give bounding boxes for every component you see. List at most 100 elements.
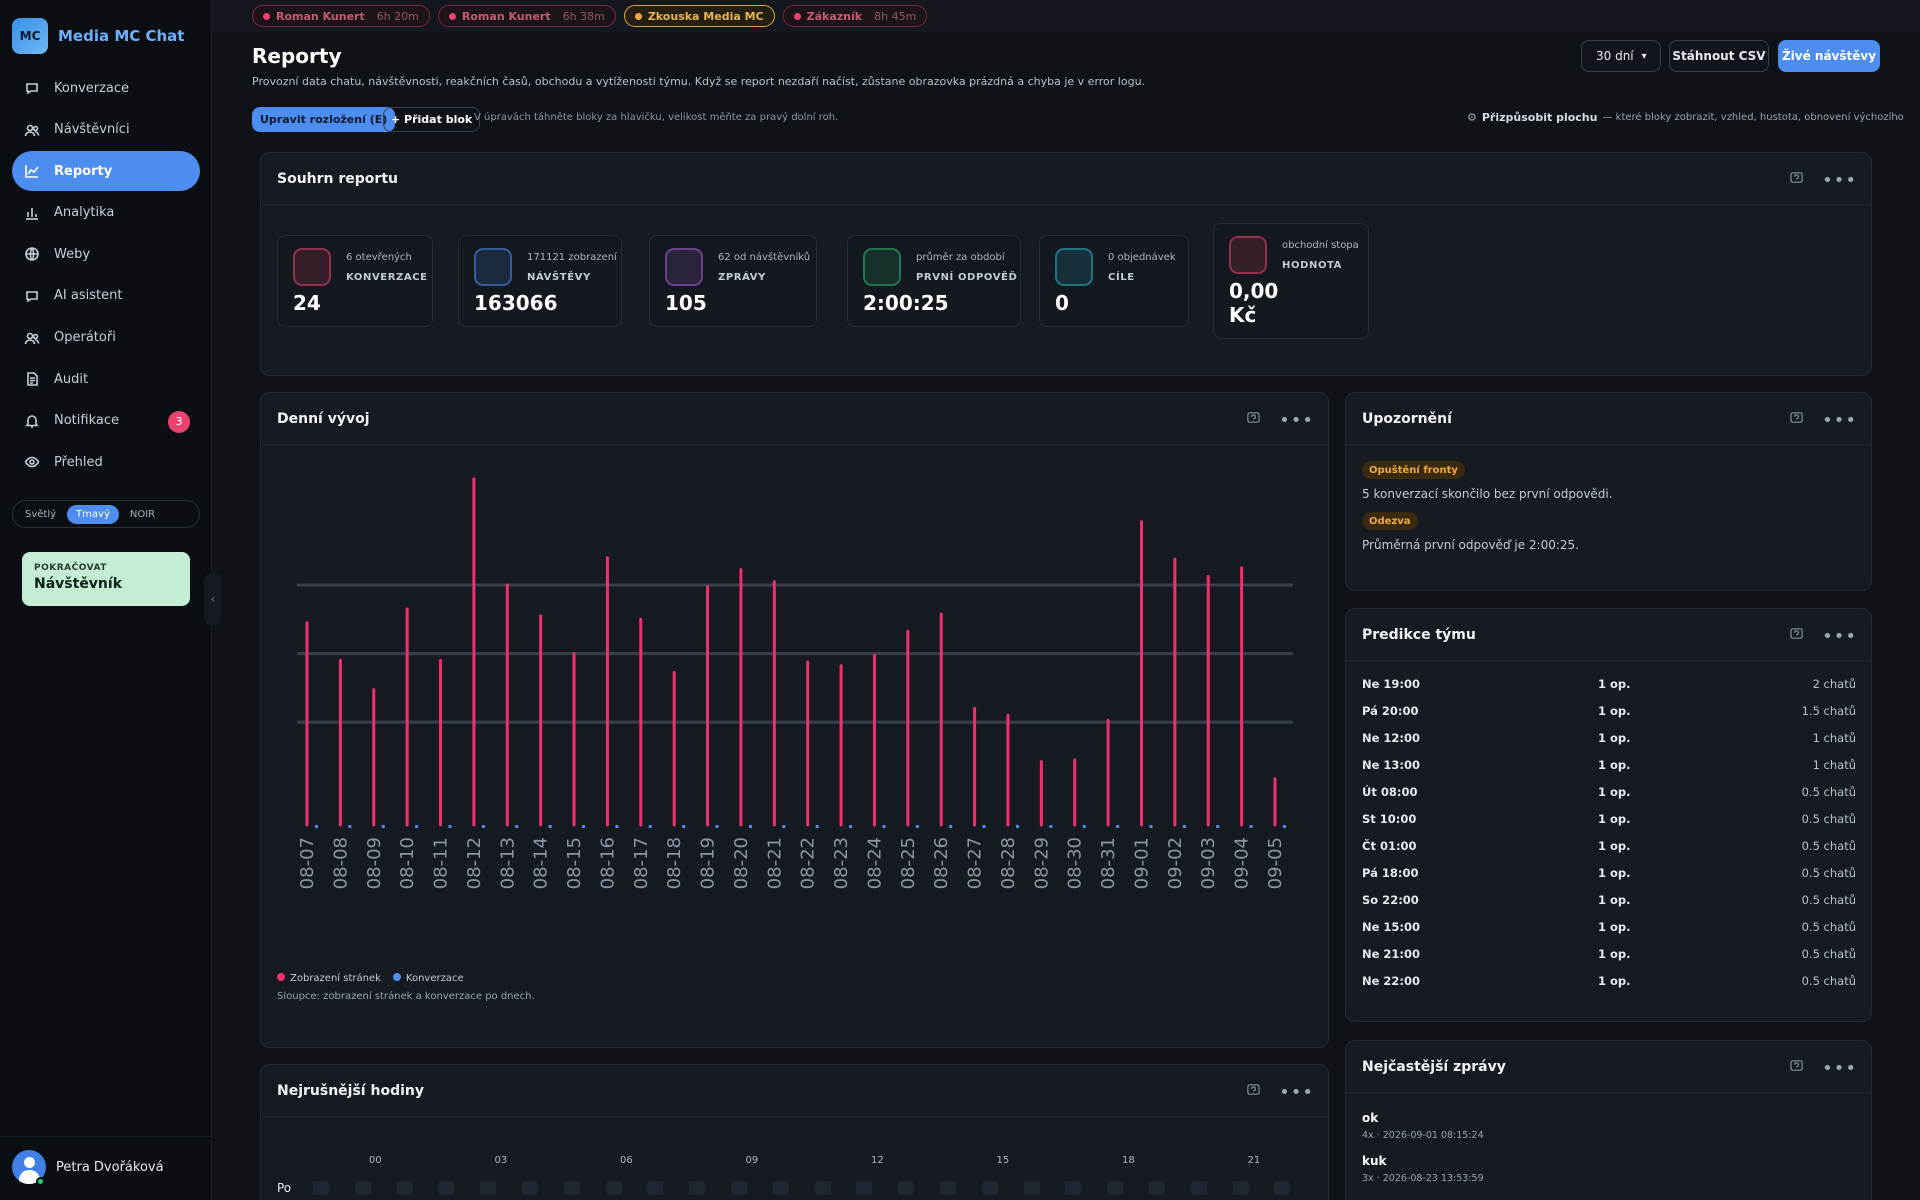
bar-conversations[interactable]	[915, 825, 919, 828]
heatmap-cell[interactable]	[731, 1181, 747, 1195]
chat-tab[interactable]: Zkouska Media MC	[623, 5, 775, 27]
bar-conversations[interactable]	[381, 825, 385, 828]
heatmap-cell[interactable]	[1274, 1181, 1291, 1195]
bar-conversations[interactable]	[1216, 825, 1220, 828]
theme-switch[interactable]: Světlý Tmavý NOIR	[12, 500, 200, 528]
sidebar-item-weby[interactable]: Weby	[12, 234, 200, 274]
heatmap-cell[interactable]	[605, 1181, 622, 1195]
help-icon[interactable]	[1789, 411, 1804, 430]
heatmap-cell[interactable]	[1232, 1181, 1249, 1195]
bar-conversations[interactable]	[548, 825, 552, 828]
download-csv-button[interactable]: Stáhnout CSV	[1669, 40, 1769, 72]
chat-tab[interactable]: Zákazník 8h 45m	[782, 5, 928, 27]
heatmap-cell[interactable]	[354, 1181, 371, 1195]
help-icon[interactable]	[1246, 1083, 1261, 1102]
heatmap-cell[interactable]	[814, 1181, 831, 1195]
heatmap-cell[interactable]	[396, 1181, 413, 1195]
help-icon[interactable]	[1789, 1059, 1804, 1078]
sidebar-item-ai-asistent[interactable]: AI asistent	[12, 276, 200, 316]
range-select[interactable]: 30 dní ▾	[1581, 40, 1661, 72]
bar-conversations[interactable]	[1249, 825, 1253, 828]
theme-option-light[interactable]: Světlý	[25, 508, 57, 520]
bar-conversations[interactable]	[849, 825, 853, 828]
bar-conversations[interactable]	[715, 825, 719, 828]
theme-option-dark[interactable]: Tmavý	[67, 504, 119, 524]
heatmap-cell[interactable]	[689, 1181, 706, 1195]
brand[interactable]: MC Media MC Chat	[12, 18, 184, 54]
heatmap-cell[interactable]	[563, 1181, 580, 1195]
bar-conversations[interactable]	[949, 825, 953, 828]
bar-conversations[interactable]	[815, 825, 819, 828]
chat-tab[interactable]: Roman Kunert 6h 38m	[437, 5, 616, 27]
continue-card[interactable]: POKRAČOVAT Návštěvník	[22, 552, 190, 606]
more-options-icon[interactable]: •••	[1822, 409, 1857, 431]
bar-conversations[interactable]	[1149, 825, 1153, 828]
more-options-icon[interactable]: •••	[1822, 1057, 1857, 1079]
sidebar-item-konverzace[interactable]: Konverzace	[12, 68, 200, 108]
bar-conversations[interactable]	[515, 825, 519, 828]
edit-layout-button[interactable]: Upravit rozložení (E)	[252, 107, 396, 132]
heatmap-cell[interactable]	[772, 1181, 789, 1195]
heatmap-cell[interactable]	[1149, 1181, 1165, 1195]
bar-conversations[interactable]	[415, 825, 419, 828]
bar-conversations[interactable]	[1082, 825, 1086, 828]
heatmap-cell[interactable]	[647, 1181, 664, 1195]
heatmap-cell[interactable]	[438, 1181, 455, 1195]
bar-conversations[interactable]	[448, 825, 452, 828]
panel-header[interactable]: Predikce týmu •••	[1346, 609, 1871, 661]
panel-header[interactable]: Nejčastější zprávy •••	[1346, 1041, 1871, 1093]
help-icon[interactable]	[1246, 411, 1261, 430]
heatmap-cell[interactable]	[856, 1181, 873, 1195]
heatmap-cell[interactable]	[898, 1181, 915, 1195]
panel-header[interactable]: Nejrušnější hodiny •••	[261, 1065, 1328, 1117]
bar-conversations[interactable]	[615, 825, 619, 828]
bar-conversations[interactable]	[882, 825, 886, 828]
bar-conversations[interactable]	[682, 825, 686, 828]
bar-conversations[interactable]	[1049, 825, 1053, 828]
heatmap-cell[interactable]	[1023, 1181, 1040, 1195]
heatmap-cell[interactable]	[940, 1181, 956, 1195]
more-options-icon[interactable]: •••	[1822, 169, 1857, 191]
bar-conversations[interactable]	[1116, 825, 1120, 828]
sidebar-item-operátoři[interactable]: Operátoři	[12, 318, 200, 358]
panel-header[interactable]: Souhrn reportu •••	[261, 153, 1871, 205]
heatmap-cell[interactable]	[981, 1181, 998, 1195]
live-visits-button[interactable]: Živé návštěvy	[1778, 40, 1880, 72]
sidebar-item-návštěvníci[interactable]: Návštěvníci	[12, 110, 200, 150]
bar-conversations[interactable]	[748, 825, 752, 828]
sidebar-collapse-button[interactable]: ‹	[204, 572, 222, 626]
sidebar-item-analytika[interactable]: Analytika	[12, 193, 200, 233]
bar-conversations[interactable]	[782, 825, 786, 828]
user-profile[interactable]: Petra Dvořáková	[12, 1150, 164, 1184]
more-options-icon[interactable]: •••	[1822, 625, 1857, 647]
heatmap-cell[interactable]	[480, 1181, 497, 1195]
panel-header[interactable]: Upozornění •••	[1346, 393, 1871, 445]
help-icon[interactable]	[1789, 627, 1804, 646]
chat-tab[interactable]: Roman Kunert 6h 20m	[252, 5, 430, 27]
heatmap-cell[interactable]	[1190, 1181, 1207, 1195]
bar-conversations[interactable]	[1283, 825, 1286, 828]
theme-option-noir[interactable]: NOIR	[129, 508, 156, 520]
heatmap-cell[interactable]	[1107, 1181, 1124, 1195]
bar-conversations[interactable]	[1182, 825, 1186, 828]
heatmap-cell[interactable]	[313, 1181, 329, 1195]
sidebar-item-audit[interactable]: Audit	[12, 359, 200, 399]
heatmap-cell[interactable]	[1065, 1181, 1082, 1195]
heatmap-cell[interactable]	[522, 1181, 538, 1195]
add-block-button[interactable]: + Přidat blok	[383, 107, 481, 132]
help-icon[interactable]	[1789, 171, 1804, 190]
bar-conversations[interactable]	[982, 825, 986, 828]
more-options-icon[interactable]: •••	[1279, 409, 1314, 431]
more-options-icon[interactable]: •••	[1279, 1081, 1314, 1103]
sidebar-item-notifikace[interactable]: Notifikace 3	[12, 401, 200, 441]
bar-conversations[interactable]	[348, 825, 352, 828]
bar-conversations[interactable]	[315, 825, 318, 828]
bar-conversations[interactable]	[1015, 825, 1019, 828]
sidebar-item-přehled[interactable]: Přehled	[12, 442, 200, 482]
bar-conversations[interactable]	[648, 825, 652, 828]
bar-conversations[interactable]	[582, 825, 586, 828]
customize-link[interactable]: ⚙ Přizpůsobit plochu — které bloky zobra…	[1467, 111, 1904, 124]
sidebar-item-reporty[interactable]: Reporty	[12, 151, 200, 192]
bar-conversations[interactable]	[481, 825, 485, 828]
panel-header[interactable]: Denní vývoj •••	[261, 393, 1328, 445]
